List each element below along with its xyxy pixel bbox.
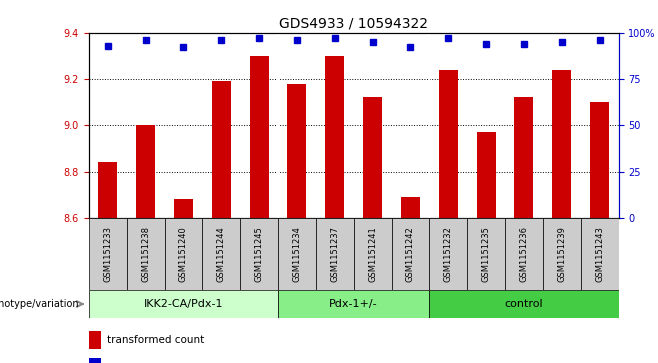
Text: GSM1151233: GSM1151233 — [103, 226, 113, 282]
Text: GSM1151235: GSM1151235 — [482, 226, 491, 282]
Text: GSM1151238: GSM1151238 — [141, 226, 150, 282]
Text: GSM1151242: GSM1151242 — [406, 226, 415, 282]
Bar — [552, 70, 571, 218]
Text: GSM1151240: GSM1151240 — [179, 226, 188, 282]
Bar — [288, 83, 307, 218]
Bar — [505, 218, 543, 290]
Bar — [212, 81, 231, 218]
Text: GSM1151234: GSM1151234 — [292, 226, 301, 282]
Text: control: control — [505, 299, 544, 309]
Bar — [392, 218, 429, 290]
Bar — [543, 218, 580, 290]
Bar — [325, 56, 344, 218]
Bar — [590, 102, 609, 218]
Bar — [278, 218, 316, 290]
Bar — [316, 218, 354, 290]
Bar — [439, 70, 458, 218]
Bar — [89, 290, 278, 318]
Bar — [429, 290, 619, 318]
Bar — [278, 290, 429, 318]
Text: GSM1151244: GSM1151244 — [216, 226, 226, 282]
Bar — [136, 125, 155, 218]
Text: GSM1151241: GSM1151241 — [368, 226, 377, 282]
Text: GSM1151236: GSM1151236 — [519, 226, 528, 282]
Bar — [429, 218, 467, 290]
Bar — [363, 97, 382, 218]
Bar — [515, 97, 534, 218]
Bar — [164, 218, 202, 290]
Bar — [467, 218, 505, 290]
Text: Pdx-1+/-: Pdx-1+/- — [330, 299, 378, 309]
Bar — [98, 162, 117, 218]
Bar — [89, 330, 101, 349]
Bar — [580, 218, 619, 290]
Bar — [126, 218, 164, 290]
Text: GSM1151245: GSM1151245 — [255, 226, 264, 282]
Bar — [202, 218, 240, 290]
Text: GSM1151239: GSM1151239 — [557, 226, 567, 282]
Text: GSM1151243: GSM1151243 — [595, 226, 604, 282]
Bar — [89, 218, 126, 290]
Bar — [240, 218, 278, 290]
Title: GDS4933 / 10594322: GDS4933 / 10594322 — [279, 16, 428, 30]
Bar — [89, 358, 101, 363]
Text: GSM1151232: GSM1151232 — [443, 226, 453, 282]
Bar — [174, 199, 193, 218]
Bar — [249, 56, 268, 218]
Text: GSM1151237: GSM1151237 — [330, 226, 340, 282]
Bar — [401, 197, 420, 218]
Text: transformed count: transformed count — [107, 335, 205, 345]
Text: genotype/variation: genotype/variation — [0, 299, 79, 309]
Bar — [354, 218, 392, 290]
Text: IKK2-CA/Pdx-1: IKK2-CA/Pdx-1 — [143, 299, 223, 309]
Bar — [476, 132, 495, 218]
